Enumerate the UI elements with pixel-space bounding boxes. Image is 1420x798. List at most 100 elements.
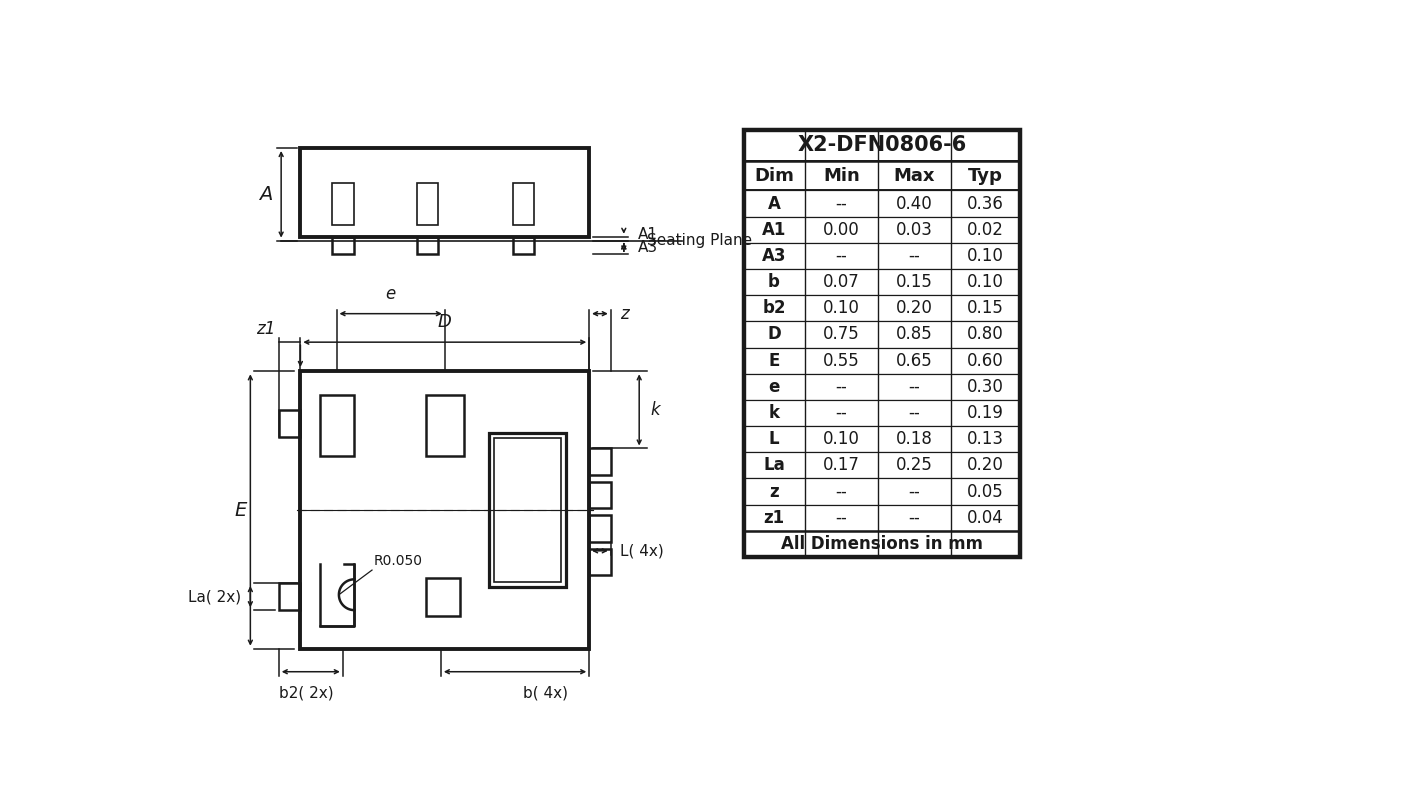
Text: 0.75: 0.75 xyxy=(824,326,859,343)
Bar xyxy=(301,148,589,237)
Text: E: E xyxy=(234,500,247,519)
Bar xyxy=(743,373,1021,400)
Text: --: -- xyxy=(835,377,848,396)
Text: 0.04: 0.04 xyxy=(967,508,1004,527)
Text: 0.55: 0.55 xyxy=(824,352,859,369)
Text: 0.05: 0.05 xyxy=(967,483,1004,500)
Text: b: b xyxy=(768,273,780,291)
Bar xyxy=(332,183,354,225)
Text: 0.60: 0.60 xyxy=(967,352,1004,369)
Text: --: -- xyxy=(909,508,920,527)
Bar xyxy=(743,243,1021,269)
Text: --: -- xyxy=(909,483,920,500)
Text: 0.10: 0.10 xyxy=(822,299,859,318)
Text: 0.20: 0.20 xyxy=(896,299,933,318)
Bar xyxy=(278,583,301,610)
Text: --: -- xyxy=(909,377,920,396)
Bar xyxy=(589,548,611,575)
Text: 0.13: 0.13 xyxy=(967,430,1004,448)
Text: --: -- xyxy=(835,483,848,500)
Text: 0.36: 0.36 xyxy=(967,195,1004,212)
Text: 0.25: 0.25 xyxy=(896,456,933,474)
Bar xyxy=(416,183,439,225)
Text: Seating Plane: Seating Plane xyxy=(648,233,753,248)
Text: 0.65: 0.65 xyxy=(896,352,933,369)
Bar xyxy=(746,131,1018,555)
Text: k: k xyxy=(650,401,660,419)
Text: D: D xyxy=(437,314,452,331)
Text: --: -- xyxy=(835,508,848,527)
Text: A1: A1 xyxy=(761,221,787,239)
Text: b2: b2 xyxy=(763,299,785,318)
Text: --: -- xyxy=(835,247,848,265)
Bar xyxy=(743,216,1021,243)
Text: 0.30: 0.30 xyxy=(967,377,1004,396)
Bar xyxy=(589,516,611,543)
Bar xyxy=(743,295,1021,322)
Bar xyxy=(494,438,561,582)
Text: b2( 2x): b2( 2x) xyxy=(278,685,334,701)
Bar xyxy=(513,237,534,255)
Text: R0.050: R0.050 xyxy=(373,554,423,567)
Text: e: e xyxy=(386,285,396,303)
Text: 0.18: 0.18 xyxy=(896,430,933,448)
Text: 0.10: 0.10 xyxy=(967,273,1004,291)
Text: 0.19: 0.19 xyxy=(967,404,1004,422)
Text: La: La xyxy=(763,456,785,474)
Bar xyxy=(301,371,589,649)
Text: Typ: Typ xyxy=(968,167,1003,185)
Text: 0.00: 0.00 xyxy=(824,221,859,239)
Bar xyxy=(426,578,460,616)
Text: k: k xyxy=(768,404,780,422)
Text: 0.03: 0.03 xyxy=(896,221,933,239)
Text: 0.17: 0.17 xyxy=(822,456,859,474)
Text: z1: z1 xyxy=(764,508,784,527)
Text: 0.85: 0.85 xyxy=(896,326,933,343)
Bar xyxy=(743,322,1021,348)
Bar xyxy=(416,237,439,255)
Text: All Dimensions in mm: All Dimensions in mm xyxy=(781,535,983,553)
Bar xyxy=(743,479,1021,504)
Text: Max: Max xyxy=(893,167,936,185)
Bar xyxy=(589,481,611,508)
Bar xyxy=(332,237,354,255)
Text: --: -- xyxy=(835,195,848,212)
Bar xyxy=(743,400,1021,426)
Text: 0.07: 0.07 xyxy=(824,273,859,291)
Text: Dim: Dim xyxy=(754,167,794,185)
Bar xyxy=(743,531,1021,557)
Text: 0.20: 0.20 xyxy=(967,456,1004,474)
Text: 0.10: 0.10 xyxy=(822,430,859,448)
Bar xyxy=(513,183,534,225)
Bar xyxy=(743,128,1021,557)
Text: --: -- xyxy=(835,404,848,422)
Text: z: z xyxy=(621,305,629,322)
Bar xyxy=(743,128,1021,161)
Bar xyxy=(589,448,611,476)
Text: A1: A1 xyxy=(638,227,657,243)
Bar xyxy=(278,410,301,437)
Text: --: -- xyxy=(909,247,920,265)
Text: A: A xyxy=(768,195,781,212)
Text: 0.80: 0.80 xyxy=(967,326,1004,343)
Text: L: L xyxy=(768,430,780,448)
Bar xyxy=(743,269,1021,295)
Text: 0.40: 0.40 xyxy=(896,195,933,212)
Text: A3: A3 xyxy=(761,247,787,265)
Text: 0.10: 0.10 xyxy=(967,247,1004,265)
Text: 0.15: 0.15 xyxy=(896,273,933,291)
Text: z: z xyxy=(770,483,778,500)
Bar xyxy=(743,504,1021,531)
Bar xyxy=(488,433,567,587)
Text: e: e xyxy=(768,377,780,396)
Bar xyxy=(426,394,464,456)
Text: A: A xyxy=(258,185,273,203)
Bar xyxy=(743,452,1021,479)
Text: --: -- xyxy=(909,404,920,422)
Bar xyxy=(743,426,1021,452)
Text: 0.15: 0.15 xyxy=(967,299,1004,318)
Text: 0.02: 0.02 xyxy=(967,221,1004,239)
Text: Min: Min xyxy=(824,167,859,185)
Text: D: D xyxy=(767,326,781,343)
Text: X2-DFN0806-6: X2-DFN0806-6 xyxy=(797,135,967,155)
